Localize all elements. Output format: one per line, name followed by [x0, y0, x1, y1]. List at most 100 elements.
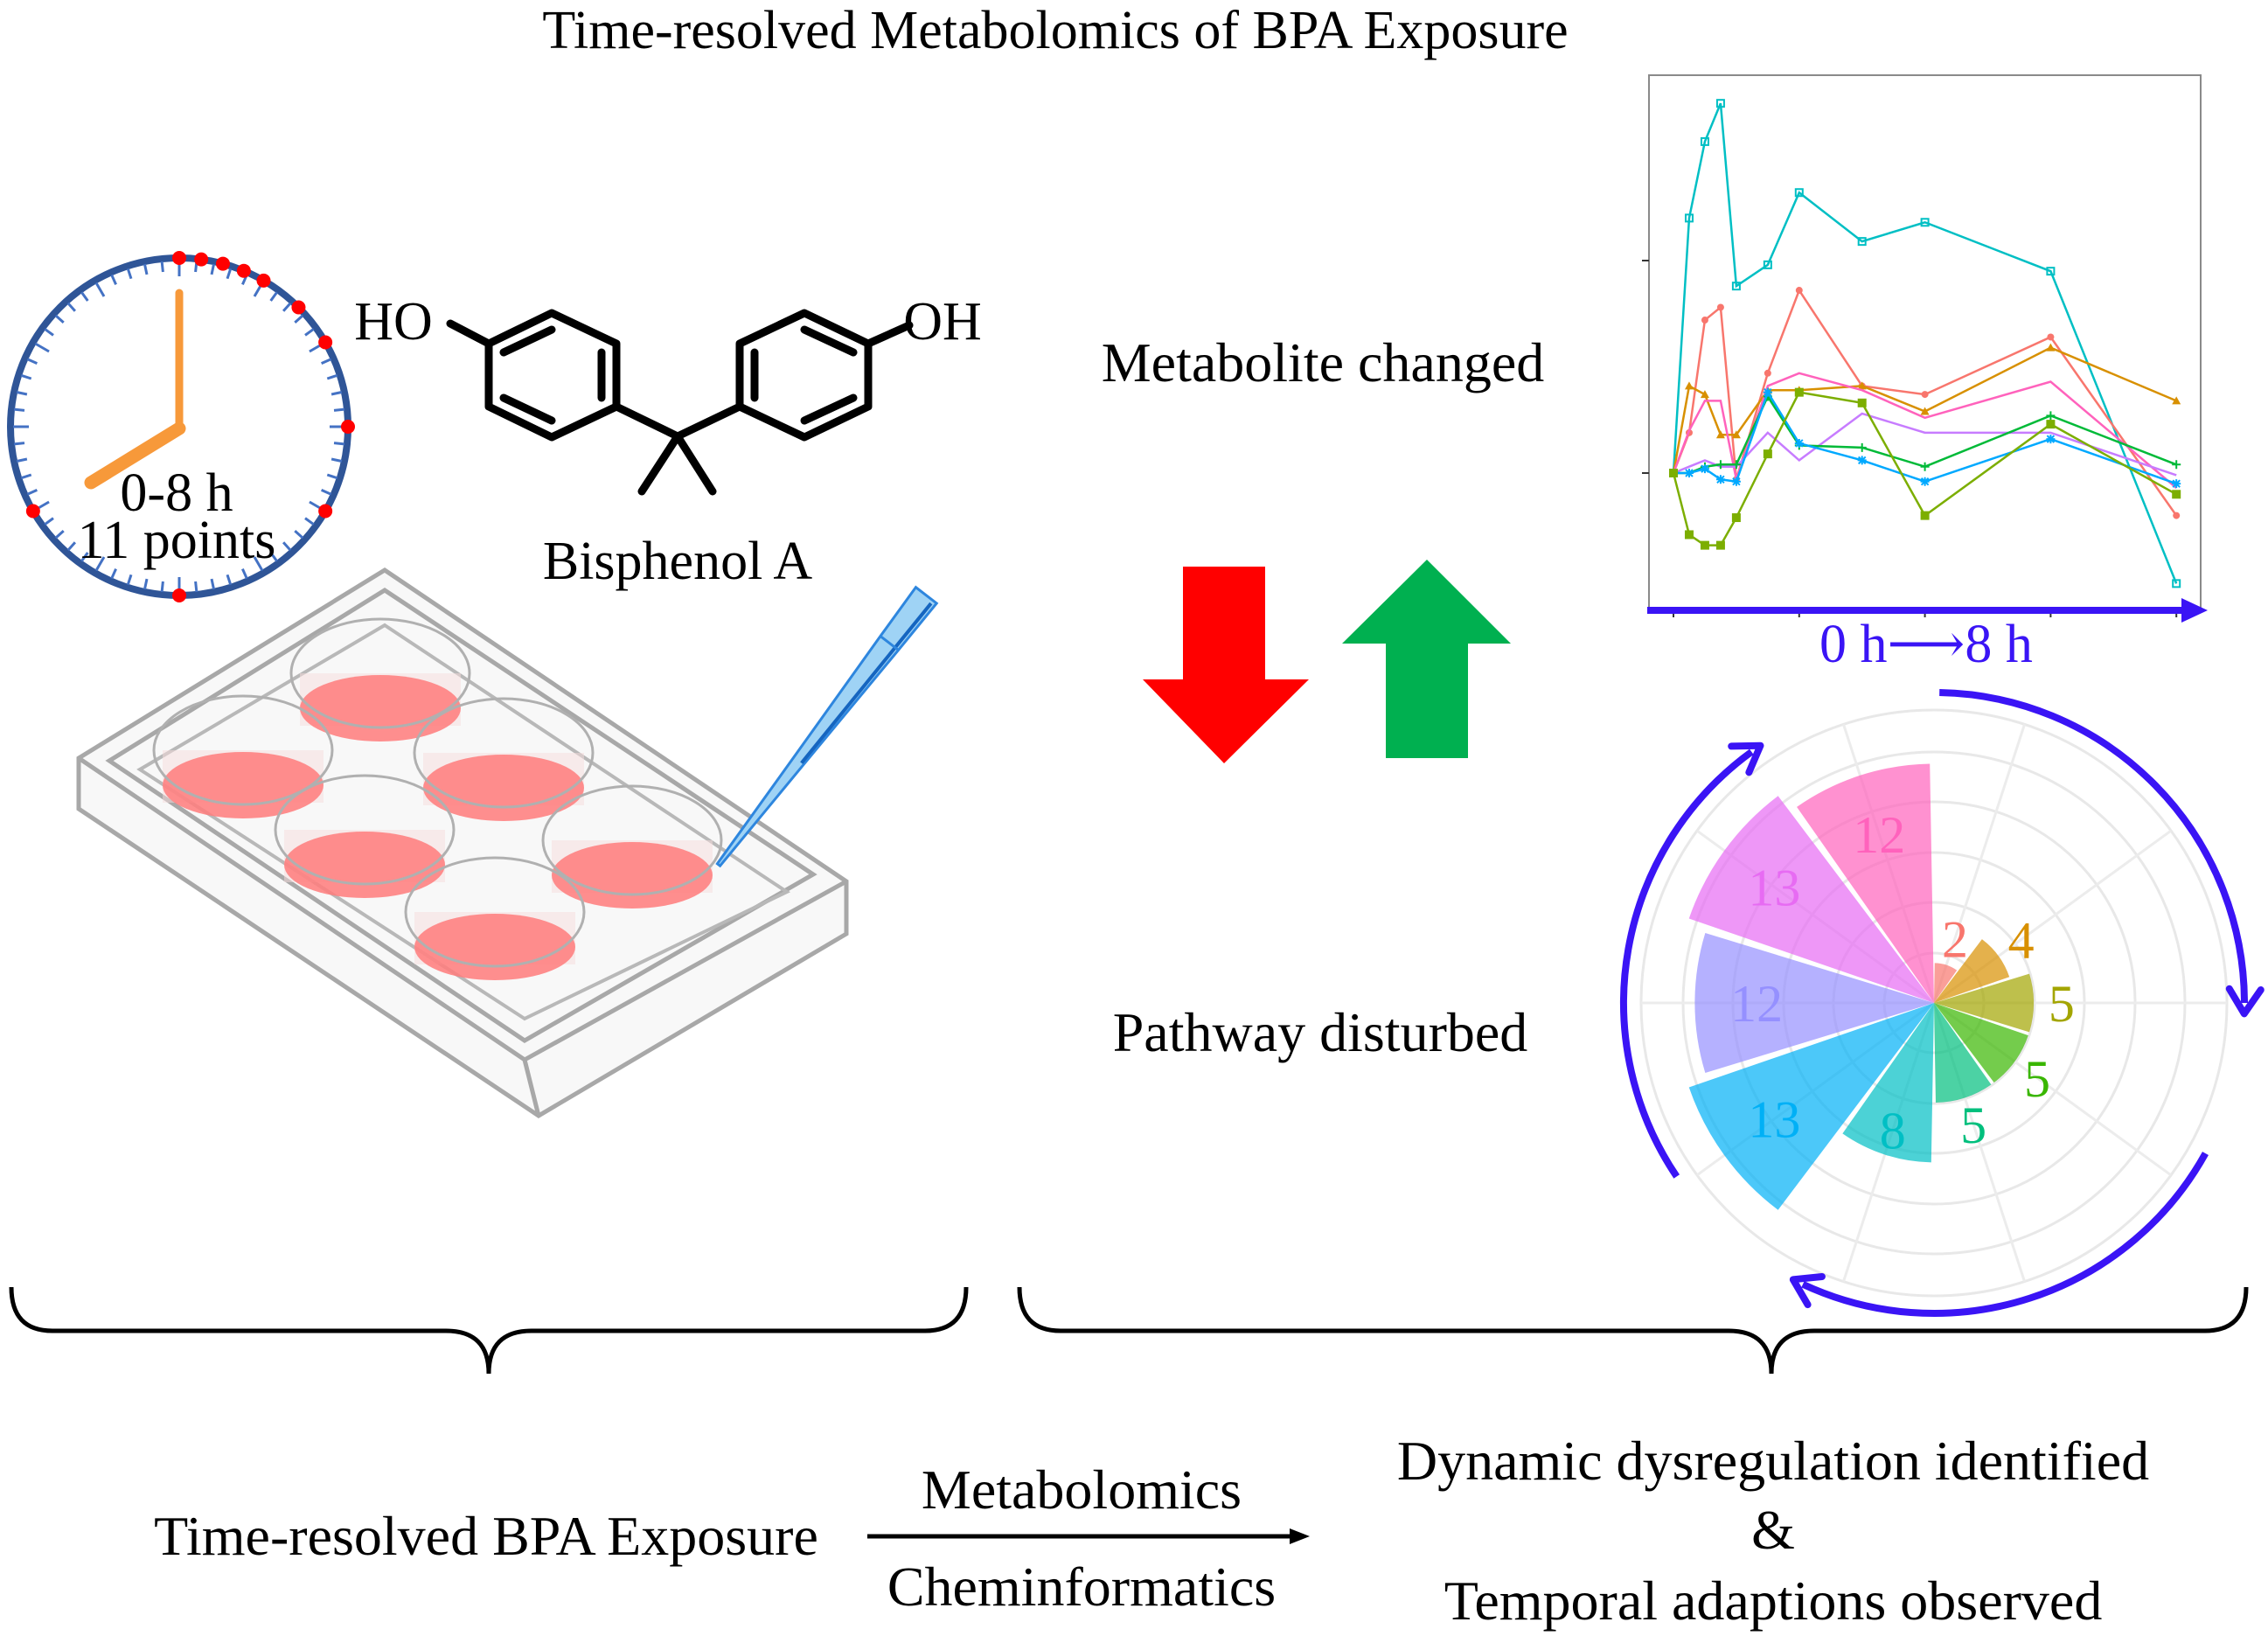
workflow-arrowhead [1290, 1528, 1310, 1544]
data-point [1731, 430, 1741, 439]
polar-bar [1934, 963, 1958, 1003]
cycle-arrow [1620, 748, 1754, 1179]
well-rim [541, 784, 723, 896]
polar-bar [1688, 1003, 1934, 1210]
polar-grid-spoke [1932, 723, 2026, 1004]
clock-time-point [341, 420, 355, 434]
oh-bond [864, 321, 914, 348]
pipette-band [880, 635, 900, 651]
pipette-icon [715, 585, 939, 868]
methyl-bond [637, 432, 682, 496]
clock-tick [321, 489, 332, 496]
pipette-highlight [800, 602, 933, 764]
data-point [1684, 213, 1694, 223]
data-point [1794, 438, 1804, 448]
data-point [1700, 464, 1709, 474]
data-point [1700, 540, 1709, 550]
clock-tick [143, 578, 149, 590]
pipette-tip [715, 585, 939, 868]
data-point [2172, 479, 2181, 489]
clock-tick [304, 517, 315, 526]
polar-bar-label: 13 [1748, 1091, 1800, 1149]
clock-tick [330, 391, 343, 396]
hydroxyl-right: OH [903, 292, 982, 352]
clock-tick [80, 552, 89, 562]
clock-tick [330, 457, 343, 463]
clock-time-point [215, 256, 230, 271]
clock-icon: 0-8 h 11 points [7, 251, 355, 602]
polar-bar-label: 13 [1748, 859, 1800, 916]
data-point [1857, 398, 1867, 407]
clock-tick [226, 268, 233, 280]
clock-tick [269, 291, 278, 302]
polar-bar [1934, 973, 2035, 1033]
clock-tick [269, 552, 278, 562]
data-point [1715, 475, 1725, 484]
clock-time-points [25, 251, 355, 602]
data-point [1715, 99, 1725, 108]
clock-range-label: 0-8 h [120, 463, 233, 523]
polar-bar-label: 5 [2049, 975, 2075, 1033]
exposure-label: Time-resolved BPA Exposure [154, 1505, 818, 1567]
clock-ticks [13, 261, 345, 593]
clock-tick [160, 581, 164, 593]
data-point [1857, 442, 1867, 452]
clock-tick [241, 568, 248, 580]
polar-bar [1842, 1003, 1934, 1163]
metabolite-line-chart: 0 h⟶8 h [1642, 74, 2208, 674]
cycle-arrow [1939, 689, 2248, 1004]
clock-tick [294, 529, 304, 540]
clock-tick [110, 568, 117, 580]
right-double-bond [800, 393, 858, 425]
clock-tick [26, 358, 38, 365]
clock-tick [16, 391, 28, 396]
left-double-bond [499, 393, 556, 425]
data-point [2172, 460, 2181, 470]
data-point [1715, 460, 1725, 470]
data-point [1700, 390, 1709, 399]
clock-tick [304, 328, 315, 337]
clock-tick [226, 574, 233, 586]
molecule-name: Bisphenol A [543, 532, 813, 591]
data-point [1857, 456, 1867, 465]
data-point [1731, 477, 1741, 486]
clock-tick [26, 489, 38, 496]
well-medium [163, 752, 324, 818]
data-point [1920, 511, 1930, 520]
clock-tick [44, 517, 54, 526]
data-point [1684, 381, 1694, 390]
well-medium [414, 914, 575, 980]
clock-tick [16, 457, 28, 463]
clock-tick [20, 373, 32, 380]
outcome-line-3: Temporal adaptions observed [1444, 1570, 2103, 1632]
data-point [1731, 460, 1741, 470]
outcome-ampersand: & [1751, 1499, 1795, 1561]
data-point [2047, 333, 2055, 341]
data-point [1763, 449, 1772, 459]
clock-tick [321, 358, 332, 365]
down-arrow-icon [1143, 567, 1309, 763]
data-point [1794, 387, 1804, 397]
chart-series [1669, 99, 2181, 617]
cycle-arrow [1801, 1152, 2209, 1317]
clock-tick [210, 263, 215, 275]
bridge-bond [673, 402, 744, 441]
data-point [1920, 407, 1930, 415]
clock-tick [210, 578, 215, 590]
clock-time-point [291, 300, 306, 315]
polar-bar-label: 12 [1730, 975, 1783, 1033]
series-line [1673, 412, 2177, 477]
data-point [1921, 391, 1929, 399]
data-point [1920, 218, 1930, 227]
right-double-bond [800, 325, 858, 357]
polar-bar [1688, 796, 1934, 1003]
well-medium [300, 675, 461, 741]
clock-tick [54, 529, 65, 540]
polar-bar-label: 4 [2008, 912, 2035, 970]
plate-edge [522, 1059, 541, 1117]
methyl-bond [673, 432, 717, 496]
clock-tick [253, 556, 264, 572]
metabolite-changed-label: Metabolite changed [1102, 331, 1544, 393]
polar-bar [1797, 763, 1934, 1003]
